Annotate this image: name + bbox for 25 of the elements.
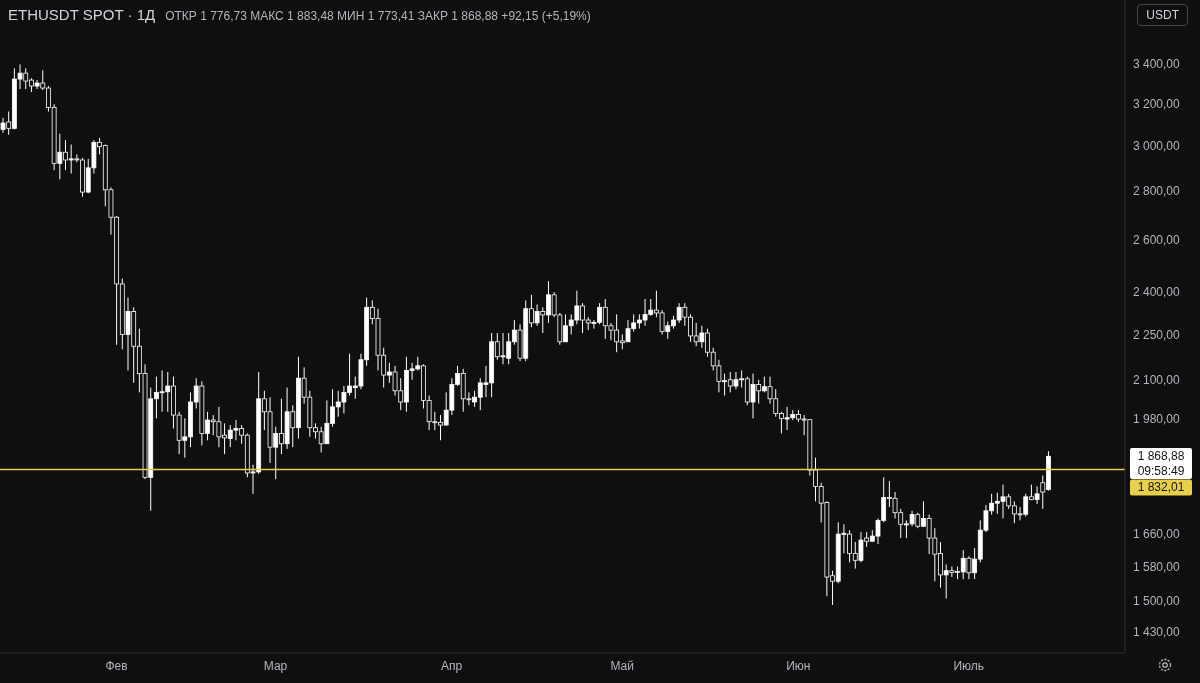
- y-tick-label: 3 200,00: [1133, 96, 1181, 111]
- ref-line-label: 1 832,01: [1137, 480, 1185, 495]
- y-tick-label: 2 600,00: [1133, 232, 1181, 247]
- y-tick-label: 1 580,00: [1133, 559, 1181, 574]
- x-tick-label: Апр: [441, 658, 463, 673]
- y-tick-label: 3 400,00: [1133, 56, 1181, 71]
- text: ОТКР 1 776,73 МАКС 1 883,48 МИН 1 773,41 ЗАКР 1 868,88 +92,15 (+5,19%): [165, 9, 591, 23]
- y-tick-label: 1 500,00: [1133, 593, 1181, 608]
- text: 09:58:49: [1130, 464, 1192, 480]
- y-tick-label: 2 250,00: [1133, 327, 1181, 342]
- x-tick-label: Мар: [263, 658, 288, 673]
- x-tick-label: Май: [610, 658, 634, 673]
- x-tick-label: Фев: [105, 658, 128, 673]
- text: 1 868,88: [1130, 448, 1192, 465]
- y-tick-label: 1 430,00: [1133, 625, 1181, 640]
- y-tick-label: 3 000,00: [1133, 138, 1181, 153]
- y-axis-title: USDT: [1137, 4, 1188, 26]
- chart-title: ETHUSDT SPOT · 1Д: [8, 6, 156, 23]
- y-tick-label: 1 660,00: [1133, 527, 1181, 542]
- y-tick-label: 2 100,00: [1133, 373, 1181, 388]
- x-tick-label: Июль: [953, 658, 985, 673]
- y-tick-label: 1 980,00: [1133, 411, 1181, 426]
- y-tick-label: 2 400,00: [1133, 285, 1181, 300]
- y-tick-label: 2 800,00: [1133, 184, 1181, 199]
- x-tick-label: Июн: [786, 658, 811, 673]
